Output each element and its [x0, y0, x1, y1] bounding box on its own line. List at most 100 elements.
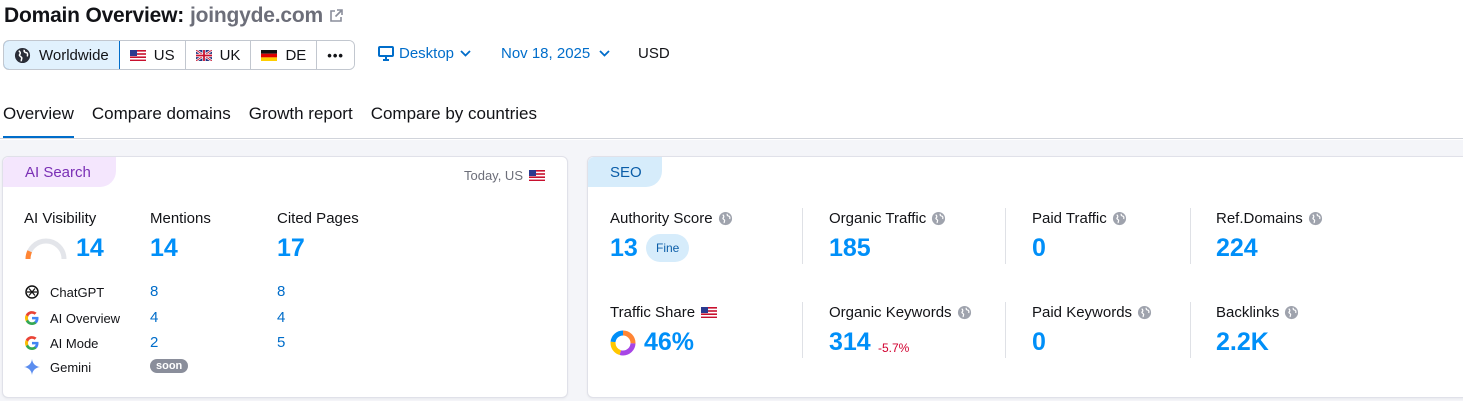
region-us-button[interactable]: US: [119, 41, 186, 69]
visibility-gauge-icon: [25, 238, 67, 260]
globe-icon: [14, 47, 31, 63]
engine-name: AI Mode: [50, 335, 99, 351]
divider: [802, 302, 803, 358]
organic-keywords-delta: -5.7%: [878, 341, 910, 355]
organic-traffic-label-text: Organic Traffic: [829, 210, 927, 227]
region-worldwide-button[interactable]: Worldwide: [3, 41, 120, 69]
chatgpt-cited[interactable]: 8: [277, 283, 286, 300]
organic-keywords-value[interactable]: 314: [829, 328, 871, 356]
external-link-icon[interactable]: [329, 9, 343, 23]
ai-overview-mentions[interactable]: 4: [150, 309, 159, 326]
divider: [1190, 208, 1191, 264]
paid-traffic-value[interactable]: 0: [1032, 234, 1046, 262]
page-title: Domain Overview: joingyde.com: [4, 4, 343, 28]
globe-info-icon[interactable]: [718, 211, 733, 226]
ai-scope: Today, US: [464, 168, 545, 183]
engine-row-ai-overview: AI Overview: [24, 310, 120, 326]
region-label: Worldwide: [39, 46, 109, 64]
organic-keywords-label: Organic Keywords: [829, 304, 972, 321]
globe-info-icon[interactable]: [931, 211, 946, 226]
cited-pages-label: Cited Pages: [277, 210, 359, 227]
mentions-value[interactable]: 14: [150, 234, 178, 262]
chevron-down-icon: [599, 50, 610, 57]
paid-keywords-value[interactable]: 0: [1032, 328, 1046, 356]
ai-overview-cited[interactable]: 4: [277, 309, 286, 326]
ai-search-badge: AI Search: [3, 157, 116, 187]
tab-bar: Overview Compare domains Growth report C…: [0, 104, 555, 139]
google-icon: [24, 335, 40, 351]
device-dropdown[interactable]: Desktop: [378, 45, 471, 62]
cited-pages-value[interactable]: 17: [277, 234, 305, 262]
date-label: Nov 18, 2025: [501, 45, 591, 62]
paid-keywords-label: Paid Keywords: [1032, 304, 1152, 321]
tab-growth-report[interactable]: Growth report: [248, 104, 353, 123]
chevron-down-icon: [460, 50, 471, 57]
paid-traffic-label: Paid Traffic: [1032, 210, 1127, 227]
date-dropdown[interactable]: Nov 18, 2025: [501, 45, 610, 62]
authority-score-value[interactable]: 13: [610, 234, 638, 262]
organic-keywords-label-text: Organic Keywords: [829, 304, 952, 321]
region-label: DE: [285, 46, 307, 64]
us-flag-icon: [701, 307, 718, 318]
organic-traffic-value[interactable]: 185: [829, 234, 871, 262]
region-label: US: [153, 46, 175, 64]
globe-info-icon[interactable]: [1308, 211, 1323, 226]
region-uk-button[interactable]: UK: [185, 41, 252, 69]
more-regions-button[interactable]: •••: [317, 41, 354, 69]
engine-row-gemini: Gemini: [24, 359, 91, 375]
organic-traffic-label: Organic Traffic: [829, 210, 946, 227]
ref-domains-label-text: Ref.Domains: [1216, 210, 1303, 227]
google-icon: [24, 310, 40, 326]
region-selector: Worldwide US UK DE •••: [3, 40, 355, 70]
de-flag-icon: [261, 49, 278, 61]
tab-compare-by-countries[interactable]: Compare by countries: [370, 104, 538, 123]
chatgpt-mentions[interactable]: 8: [150, 283, 159, 300]
us-flag-icon: [529, 170, 545, 181]
authority-score-label: Authority Score: [610, 210, 733, 227]
seo-badge: SEO: [588, 157, 662, 187]
divider: [802, 208, 803, 264]
engine-name: Gemini: [50, 359, 92, 375]
ai-scope-text: Today, US: [463, 168, 523, 183]
gemini-icon: [24, 359, 40, 375]
ref-domains-label: Ref.Domains: [1216, 210, 1323, 227]
divider: [1190, 302, 1191, 358]
engine-name: AI Overview: [50, 310, 121, 326]
tab-overview[interactable]: Overview: [3, 104, 74, 139]
ai-mode-mentions[interactable]: 2: [150, 334, 159, 351]
globe-info-icon[interactable]: [957, 305, 972, 320]
desktop-icon: [378, 46, 394, 61]
paid-traffic-label-text: Paid Traffic: [1032, 210, 1107, 227]
globe-info-icon[interactable]: [1112, 211, 1127, 226]
ai-mode-cited[interactable]: 5: [277, 334, 286, 351]
traffic-share-donut-icon: [610, 330, 636, 356]
backlinks-label: Backlinks: [1216, 304, 1299, 321]
traffic-share-label-text: Traffic Share: [610, 304, 696, 321]
chatgpt-icon: [24, 284, 40, 300]
domain-link[interactable]: joingyde.com: [190, 4, 323, 27]
ai-search-card: AI Search Today, US: [2, 156, 568, 398]
currency-label[interactable]: USD: [638, 45, 670, 62]
page-title-text: Domain Overview:: [4, 4, 185, 27]
region-de-button[interactable]: DE: [251, 41, 318, 69]
device-label: Desktop: [399, 45, 455, 62]
ai-visibility-value[interactable]: 14: [76, 234, 104, 262]
region-label: UK: [219, 46, 241, 64]
paid-keywords-label-text: Paid Keywords: [1032, 304, 1133, 321]
ref-domains-value[interactable]: 224: [1216, 234, 1258, 262]
mentions-label: Mentions: [150, 210, 211, 227]
soon-badge: soon: [150, 359, 189, 373]
backlinks-label-text: Backlinks: [1216, 304, 1280, 321]
more-icon: •••: [327, 47, 344, 63]
traffic-share-label: Traffic Share: [610, 304, 718, 321]
engine-row-chatgpt: ChatGPT: [24, 284, 104, 300]
traffic-share-value[interactable]: 46%: [644, 328, 695, 356]
authority-score-label-text: Authority Score: [610, 210, 713, 227]
top-bar: [0, 0, 1463, 140]
globe-info-icon[interactable]: [1284, 305, 1299, 320]
divider: [1005, 208, 1006, 264]
globe-info-icon[interactable]: [1137, 305, 1152, 320]
backlinks-value[interactable]: 2.2K: [1216, 328, 1269, 356]
tab-compare-domains[interactable]: Compare domains: [91, 104, 231, 123]
tab-divider: [0, 138, 1463, 139]
